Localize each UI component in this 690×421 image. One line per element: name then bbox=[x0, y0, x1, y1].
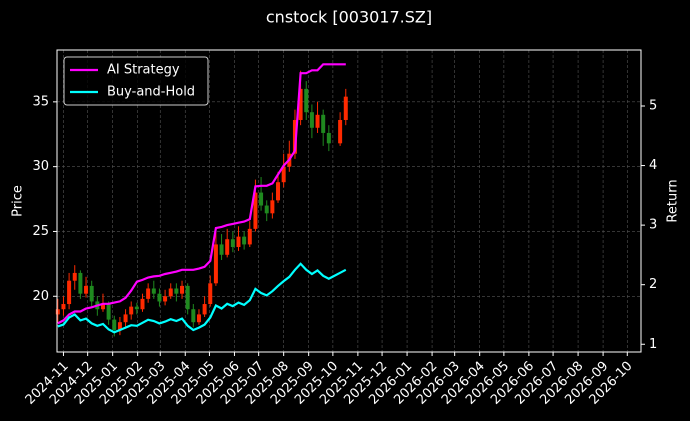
chart-title: cnstock [003017.SZ] bbox=[266, 8, 432, 27]
candle-body bbox=[146, 288, 151, 299]
candle-body bbox=[343, 96, 348, 120]
candle-body bbox=[230, 239, 235, 248]
candle-body bbox=[242, 236, 247, 245]
y2-tick-label: 3 bbox=[649, 218, 657, 233]
candle-body bbox=[315, 114, 320, 128]
candle-body bbox=[253, 192, 258, 229]
y-tick-label: 25 bbox=[32, 224, 49, 239]
candle-body bbox=[202, 304, 207, 315]
candle-body bbox=[338, 119, 343, 144]
candle-body bbox=[185, 285, 190, 310]
candle-body bbox=[151, 288, 156, 294]
candle-body bbox=[112, 319, 117, 330]
candle-body bbox=[321, 114, 326, 133]
candle-body bbox=[276, 182, 281, 201]
plot-frame bbox=[56, 49, 642, 353]
candle-body bbox=[89, 285, 94, 302]
legend-box bbox=[63, 56, 209, 106]
candle-body bbox=[123, 314, 128, 323]
candle-body bbox=[72, 272, 77, 281]
candle-body bbox=[326, 132, 331, 144]
candle-body bbox=[55, 309, 60, 315]
line-series bbox=[57, 262, 347, 334]
candle-body bbox=[309, 112, 314, 128]
y2-tick-label: 4 bbox=[649, 158, 657, 173]
candle-body bbox=[117, 322, 122, 330]
candle-body bbox=[236, 236, 241, 248]
y2-axis-label: Return bbox=[666, 179, 681, 222]
candle-body bbox=[219, 244, 224, 255]
candle-body bbox=[129, 306, 134, 315]
y2-tick-label: 5 bbox=[649, 98, 657, 113]
candle-body bbox=[100, 304, 105, 310]
candle-body bbox=[191, 309, 196, 323]
legend-label: AI Strategy bbox=[107, 63, 180, 78]
y2-tick-label: 2 bbox=[649, 277, 657, 292]
candle-body bbox=[196, 314, 201, 323]
candle-body bbox=[61, 304, 66, 310]
line-series bbox=[57, 63, 346, 325]
legend-label: Buy-and-Hold bbox=[107, 85, 195, 100]
candle-body bbox=[140, 298, 145, 310]
candle-body bbox=[78, 272, 83, 294]
y-tick-label: 30 bbox=[32, 159, 49, 174]
candle-body bbox=[259, 192, 264, 206]
y-tick-label: 20 bbox=[32, 289, 49, 304]
candle-body bbox=[134, 306, 139, 310]
candle-body bbox=[298, 88, 303, 120]
y-axis-label: Price bbox=[11, 185, 26, 217]
candle-body bbox=[157, 293, 162, 302]
candle-body bbox=[304, 88, 309, 113]
candle-body bbox=[208, 283, 213, 305]
candle-body bbox=[247, 228, 252, 245]
y2-tick-label: 1 bbox=[649, 337, 657, 352]
candle-body bbox=[264, 205, 269, 214]
candle-body bbox=[174, 288, 179, 294]
y-tick-label: 35 bbox=[32, 94, 49, 109]
candle-body bbox=[225, 239, 230, 255]
candle-body bbox=[67, 280, 72, 305]
candle-body bbox=[270, 200, 275, 214]
candle-body bbox=[213, 244, 218, 284]
candle-body bbox=[163, 296, 168, 302]
candle-body bbox=[180, 285, 185, 294]
candle-body bbox=[281, 166, 286, 183]
candle-body bbox=[168, 288, 173, 297]
candle-body bbox=[106, 304, 111, 320]
candle-body bbox=[84, 285, 89, 294]
